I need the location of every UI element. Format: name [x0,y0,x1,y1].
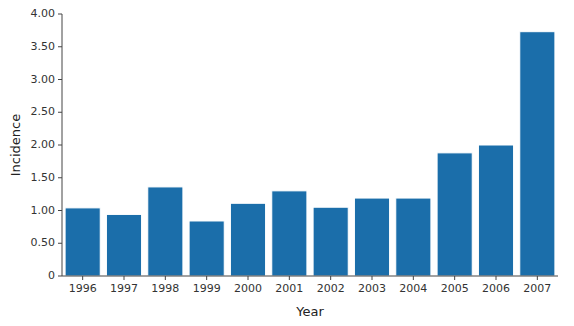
bar [396,198,431,276]
x-tick-label: 2000 [234,282,262,295]
x-axis-line [62,276,558,277]
y-tick [58,145,62,146]
y-tick [58,14,62,15]
x-tick-label: 2003 [358,282,386,295]
x-tick [82,276,83,280]
x-tick [289,276,290,280]
y-tick [58,112,62,113]
y-tick-label: 1.50 [31,171,56,184]
x-tick-label: 1997 [110,282,138,295]
y-tick [58,46,62,47]
bar [437,153,472,276]
bar [520,32,555,276]
x-axis-title: Year [295,304,324,319]
chart-container: 00.501.001.502.002.503.003.504.001996199… [0,0,574,326]
x-tick-label: 1998 [151,282,179,295]
x-tick [413,276,414,280]
chart-svg: 00.501.001.502.002.503.003.504.001996199… [0,0,574,326]
bar [106,214,141,276]
x-tick [537,276,538,280]
y-tick [58,276,62,277]
y-tick-label: 0.50 [31,236,56,249]
x-tick [330,276,331,280]
y-axis: 0 0.50 1.00 1.50 2.00 2.50 3.00 3.50 4.00 [31,7,63,282]
y-tick-label: 3.00 [31,73,56,86]
y-tick-label: 3.50 [31,40,56,53]
x-tick-label: 2002 [317,282,345,295]
y-tick [58,177,62,178]
y-tick-label: 2.50 [31,105,56,118]
y-tick-label: 1.00 [31,204,56,217]
y-tick-label: 4.00 [31,7,56,20]
bar [272,191,307,276]
bars [65,32,555,276]
bar [230,203,265,276]
bar [189,221,224,276]
x-tick-label: 2004 [399,282,427,295]
bar [65,208,100,276]
x-tick-label: 2005 [441,282,469,295]
x-tick [454,276,455,280]
x-tick-label: 1999 [193,282,221,295]
x-tick [496,276,497,280]
x-tick-label: 2001 [275,282,303,295]
y-tick [58,210,62,211]
x-tick [124,276,125,280]
y-tick-label: 2.00 [31,138,56,151]
x-tick [206,276,207,280]
y-tick [58,243,62,244]
x-tick-label: 1996 [69,282,97,295]
y-tick [58,79,62,80]
y-axis-title: Incidence [8,114,23,176]
x-tick [372,276,373,280]
x-axis: 1996 1997 1998 1999 2000 2001 2002 2003 2004 2005… [62,276,558,295]
bar [313,207,348,276]
x-tick [165,276,166,280]
bar [148,187,183,276]
x-tick [248,276,249,280]
x-tick-label: 2007 [523,282,551,295]
y-tick-label: 0 [48,269,55,282]
bar [478,145,513,276]
x-tick-label: 2006 [482,282,510,295]
bar [354,198,389,276]
